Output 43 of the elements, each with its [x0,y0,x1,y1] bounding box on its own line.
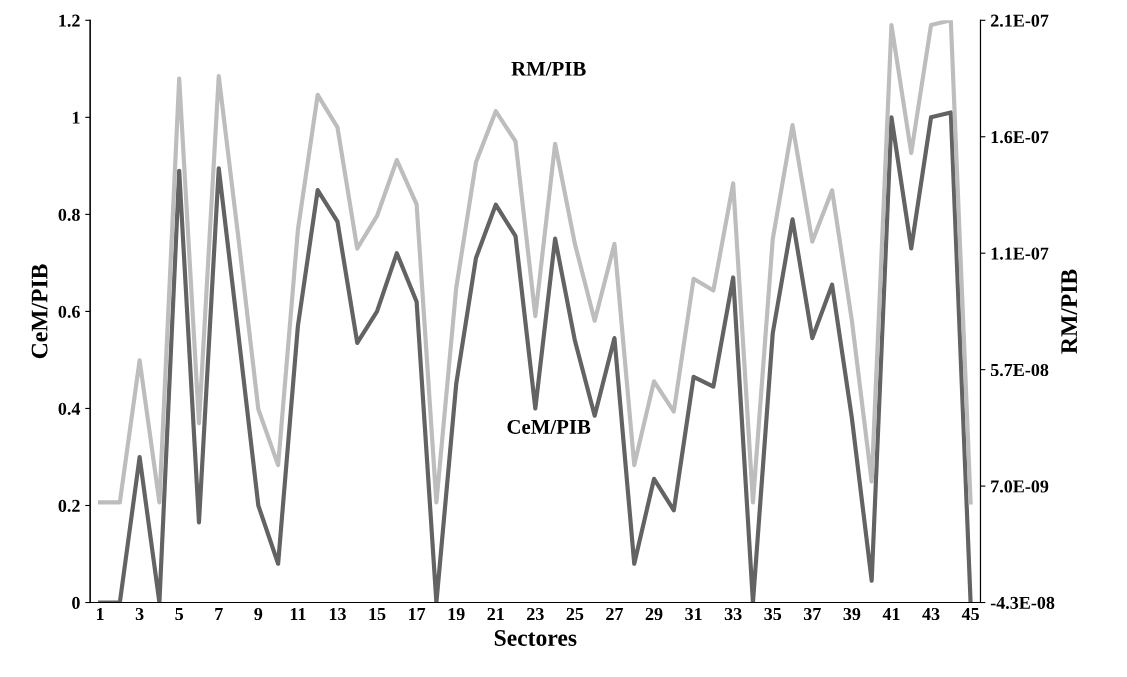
x-tick-label: 1 [96,608,104,620]
y-tick-label: 0.4 [58,402,81,415]
x-tick-label: 7 [215,608,223,620]
y-tick-label: 0 [72,596,80,609]
y-tick-label: 1 [72,111,80,124]
x-tick-label: 39 [843,607,861,621]
x-tick-label: 21 [487,607,504,620]
x-tick-label: 25 [566,607,584,621]
y2-tick-label: 1.1E-07 [991,247,1049,260]
line-series [97,20,973,505]
x-tick-label: 45 [961,608,979,621]
x-tick-label: 27 [606,607,624,620]
x-tick-label: 31 [685,607,702,621]
y-axis-title: CeM/PIB [31,264,48,359]
y-tick-label: 0.6 [58,305,80,318]
y2-tick-label: 2.1E-07 [990,14,1049,27]
y2-tick-label: -4.3E-08 [990,596,1055,610]
x-tick-label: 19 [448,607,465,621]
x-tick-label: 17 [409,608,426,620]
line-series [97,110,973,603]
x-tick-label: 35 [764,607,782,621]
x-tick-label: 23 [527,607,544,621]
x-tick-label: 9 [254,607,263,621]
annotation: CeM/PIB [507,419,591,434]
x-tick-label: 37 [803,607,821,621]
x-tick-label: 43 [922,607,940,621]
y-tick-label: 0.2 [58,499,80,513]
x-tick-label: 15 [369,608,386,621]
x-tick-label: 3 [135,607,144,621]
x-tick-label: 5 [175,608,184,621]
annotation: RM/PIB [511,61,586,76]
y2-axis-title: RM/PIB [1061,269,1078,354]
x-tick-label: 29 [645,607,663,621]
x-tick-label: 33 [724,607,742,621]
x-tick-label: 13 [329,607,346,621]
y2-tick-label: 5.7E-08 [990,363,1049,377]
x-tick-label: 41 [882,608,900,620]
x-axis-title: Sectores [494,630,577,646]
y-tick-label: 0.8 [58,208,80,221]
y2-tick-label: 1.6E-07 [991,131,1049,144]
y-tick-label: 1.2 [59,14,80,27]
x-tick-label: 11 [290,608,306,620]
y2-tick-label: 7.0E-09 [991,480,1049,493]
